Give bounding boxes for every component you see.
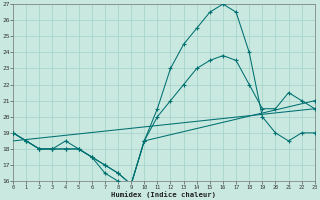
- X-axis label: Humidex (Indice chaleur): Humidex (Indice chaleur): [111, 191, 216, 198]
